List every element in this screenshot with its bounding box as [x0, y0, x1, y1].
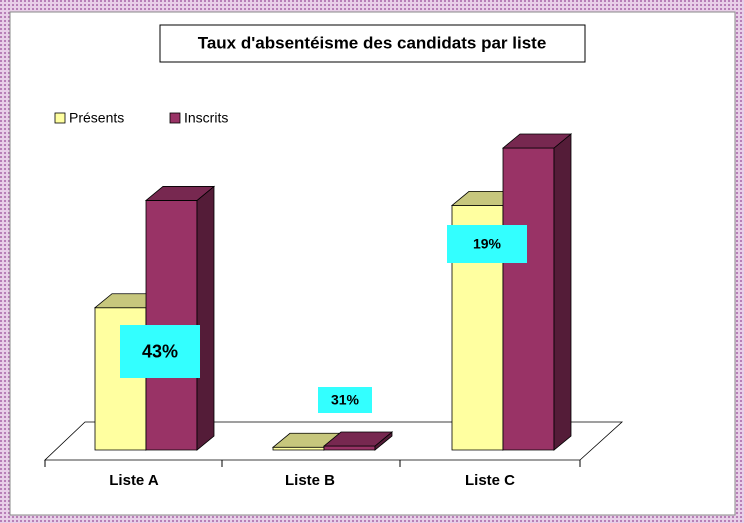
annotation: 43% [142, 341, 178, 361]
bar-face [272, 446, 325, 451]
x-axis-ticks [44, 460, 581, 467]
bar-face [196, 185, 215, 451]
bar-face [553, 133, 572, 451]
bar-face [322, 431, 394, 447]
bar-face [144, 186, 216, 201]
bar-face [502, 147, 555, 451]
bar-face [323, 445, 376, 451]
annotation: 19% [473, 236, 502, 252]
x-tick-label: Liste A [109, 472, 159, 489]
annotation-box [120, 325, 200, 378]
title-box [159, 24, 586, 63]
legend-swatch [54, 112, 66, 124]
annotation-box [447, 225, 527, 263]
bar [501, 133, 573, 451]
x-tick-label: Liste B [285, 472, 335, 489]
annotation-box [318, 387, 372, 413]
x-tick-label: Liste C [465, 472, 515, 489]
bar-face [501, 133, 573, 149]
annotation: 31% [331, 392, 360, 408]
legend-label: Présents [69, 110, 124, 126]
bar [144, 185, 216, 451]
chart-title: Taux d'absentéisme des candidats par lis… [198, 33, 547, 52]
legend-label: Inscrits [184, 110, 228, 126]
legend-swatch [169, 112, 181, 124]
bar [322, 431, 394, 451]
